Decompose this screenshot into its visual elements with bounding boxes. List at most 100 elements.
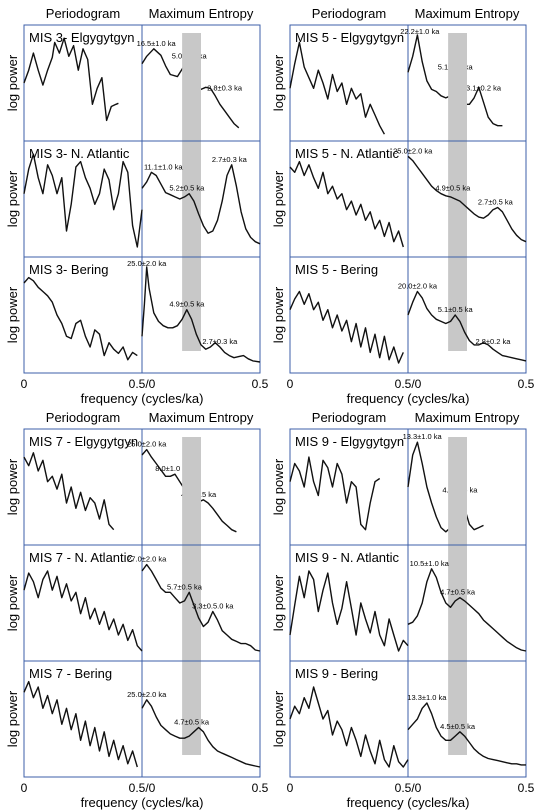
site-label: MIS 3- Elgygytgyn: [29, 30, 135, 45]
x-tick-start: 0: [21, 377, 28, 391]
mem-line: [407, 155, 527, 243]
y-axis-label: log power: [5, 574, 20, 631]
mem-frame: [407, 660, 527, 778]
group-mis-9: Periodogram Maximum Entropy MIS 9 - Elgygy…: [271, 410, 535, 810]
header-maximum-entropy: Maximum Entropy: [415, 410, 520, 425]
x-tick-start: 0: [287, 377, 294, 391]
periodogram-line: [23, 276, 138, 361]
group-mis-7: Periodogram Maximum Entropy MIS 7 - Elgygy…: [5, 410, 269, 810]
site-label: MIS 5 - Bering: [295, 262, 378, 277]
header-maximum-entropy: Maximum Entropy: [149, 410, 254, 425]
periodogram-line: [23, 570, 143, 652]
y-axis-label: log power: [5, 690, 20, 747]
mem-line: [407, 290, 527, 362]
mem-line: [141, 699, 261, 768]
header-maximum-entropy: Maximum Entropy: [149, 6, 254, 21]
site-label: MIS 3- N. Atlantic: [29, 146, 130, 161]
highlight-band: [182, 437, 201, 755]
x-tick-middle: 0.5/0: [395, 781, 422, 795]
mem-line: [407, 568, 527, 652]
y-axis-label: log power: [5, 170, 20, 227]
peak-label-0: 13.3±1.0 ka: [403, 432, 443, 441]
group-mis-3: Periodogram Maximum Entropy MIS 3- Elgygyt…: [5, 6, 269, 406]
x-tick-end: 0.5: [518, 377, 535, 391]
peak-label-0: 25.0±2.0 ka: [127, 259, 167, 268]
site-label: MIS 9 - Bering: [295, 666, 378, 681]
header-periodogram: Periodogram: [312, 410, 386, 425]
x-tick-end: 0.5: [252, 377, 269, 391]
peak-label-2: 2.8±0.2 ka: [475, 337, 511, 346]
mem-line: [141, 266, 261, 363]
header-maximum-entropy: Maximum Entropy: [415, 6, 520, 21]
site-label: MIS 9 - N. Atlantic: [295, 550, 400, 565]
y-axis-label: log power: [271, 458, 286, 515]
periodogram-line: [23, 680, 138, 768]
x-axis-label: frequency (cycles/ka): [81, 795, 204, 810]
x-tick-end: 0.5: [252, 781, 269, 795]
peak-label-2: 3.3±0.5.0 ka: [192, 602, 234, 611]
periodogram-line: [289, 456, 381, 531]
y-axis-label: log power: [271, 574, 286, 631]
y-axis-label: log power: [5, 458, 20, 515]
x-tick-middle: 0.5/0: [129, 377, 156, 391]
peak-label-1: 5.7±0.5 ka: [167, 582, 203, 591]
mem-line: [407, 702, 526, 766]
x-axis-label: frequency (cycles/ka): [81, 391, 204, 406]
peak-label-1: 5.2±0.5 ka: [169, 184, 205, 193]
peak-label-1: 4.5±0.5 ka: [440, 722, 476, 731]
peak-label-1: 4.7±0.5 ka: [174, 718, 210, 727]
periodogram-line: [289, 570, 409, 652]
peak-label-2: 2.7±0.5 ka: [478, 198, 514, 207]
row-1: MIS 9 - N. Atlantic 10.5±1.0 ka 4.7±0.5 ka…: [271, 544, 527, 662]
header-periodogram: Periodogram: [312, 6, 386, 21]
x-tick-start: 0: [287, 781, 294, 795]
peak-label-0: 25.0±2.0 ka: [127, 690, 167, 699]
site-label: MIS 9 - Elgygytgyn: [295, 434, 404, 449]
y-axis-label: log power: [271, 690, 286, 747]
peak-label-2: 2.8±0.3 ka: [207, 84, 243, 93]
peak-label-0: 10.5±1.0 ka: [410, 559, 450, 568]
group-mis-5: Periodogram Maximum Entropy MIS 5 - Elgygy…: [271, 6, 535, 406]
peak-label-2: 2.7±0.3 ka: [202, 337, 238, 346]
row-2: MIS 7 - Bering 25.0±2.0 ka 4.7±0.5 ka log p…: [5, 660, 261, 778]
row-2: MIS 5 - Bering 20.0±2.0 ka 5.1±0.5 ka 2.8±0…: [271, 256, 527, 374]
y-axis-label: log power: [271, 170, 286, 227]
peak-label-1: 5.1±0.5 ka: [438, 305, 474, 314]
site-label: MIS 7 - Bering: [29, 666, 112, 681]
peak-label-0: 27.0±2.0 ka: [127, 555, 167, 564]
site-label: MIS 7 - Elgygytgyn: [29, 434, 138, 449]
x-axis-label: frequency (cycles/ka): [347, 795, 470, 810]
y-axis-label: log power: [5, 54, 20, 111]
mem-line: [407, 441, 484, 533]
row-2: MIS 3- Bering 25.0±2.0 ka 4.9±0.5 ka 2.7±0.…: [5, 256, 261, 374]
y-axis-label: log power: [5, 286, 20, 343]
site-label: MIS 5 - Elgygytgyn: [295, 30, 404, 45]
peak-label-0: 11.1±1.0 ka: [144, 162, 183, 171]
x-axis-label: frequency (cycles/ka): [347, 391, 470, 406]
y-axis-label: log power: [271, 54, 286, 111]
periodogram-line: [289, 290, 404, 364]
x-tick-end: 0.5: [518, 781, 535, 795]
peak-label-0: 22.2±1.0 ka: [400, 27, 440, 36]
highlight-band: [182, 33, 201, 351]
x-tick-middle: 0.5/0: [129, 781, 156, 795]
y-axis-label: log power: [271, 286, 286, 343]
highlight-band: [448, 33, 467, 351]
mem-frame: [141, 256, 261, 374]
periodogram-line: [23, 452, 115, 531]
periodogram-line: [289, 41, 386, 135]
header-periodogram: Periodogram: [46, 410, 120, 425]
peak-label-0: 25.0±2.0 ka: [393, 146, 433, 155]
periodogram-line: [23, 37, 119, 122]
x-tick-start: 0: [21, 781, 28, 795]
periodogram-line: [289, 160, 404, 248]
peak-label-1: 8.0±1.0 ka: [155, 464, 191, 473]
peak-label-2: 3.1±0.2 ka: [466, 84, 502, 93]
peak-label-0: 25.0±2.0 ka: [127, 440, 167, 449]
periodogram-line: [289, 686, 409, 768]
